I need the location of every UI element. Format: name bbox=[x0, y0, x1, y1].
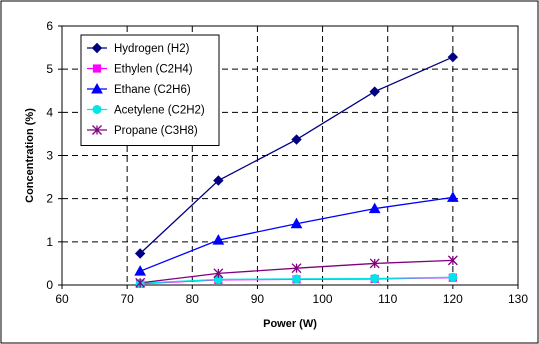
legend: Hydrogen (H2) Ethylen (C2H4) Ethane (C2H6)… bbox=[80, 34, 220, 146]
legend-marker bbox=[91, 82, 103, 94]
data-point-series-2 bbox=[212, 234, 225, 245]
y-tick-label: 0 bbox=[46, 278, 53, 292]
data-point-series-4 bbox=[447, 255, 458, 266]
x-tick-label: 90 bbox=[251, 292, 265, 306]
legend-marker bbox=[92, 64, 102, 73]
legend-item-label: Ethane (C2H6) bbox=[114, 84, 191, 96]
data-point-series-0 bbox=[291, 134, 302, 145]
data-point-series-0 bbox=[447, 51, 459, 63]
x-axis-title: Power (W) bbox=[263, 318, 317, 330]
data-point-series-2 bbox=[290, 217, 303, 229]
x-tick-label: 110 bbox=[378, 292, 397, 306]
legend-item-label: Propane (C3H8) bbox=[114, 125, 198, 137]
data-point-series-3 bbox=[448, 272, 458, 282]
data-point-series-4 bbox=[291, 263, 302, 274]
data-point-series-0 bbox=[369, 86, 380, 97]
legend-marker bbox=[91, 42, 103, 54]
data-point-series-0 bbox=[213, 175, 224, 186]
x-tick-label: 60 bbox=[55, 292, 69, 306]
legend-box bbox=[80, 34, 220, 146]
y-tick-label: 6 bbox=[46, 19, 53, 33]
data-point-series-2 bbox=[368, 202, 381, 214]
data-point-series-2 bbox=[134, 265, 147, 276]
series-group bbox=[134, 51, 459, 288]
y-tick-label: 1 bbox=[46, 235, 53, 249]
data-point-series-3 bbox=[370, 274, 380, 284]
y-axis-title: Concentration (%) bbox=[24, 108, 36, 203]
data-point-series-0 bbox=[134, 248, 146, 259]
y-tick-label: 2 bbox=[46, 192, 53, 206]
x-tick-label: 80 bbox=[186, 292, 200, 306]
legend-marker bbox=[92, 105, 102, 114]
y-tick-label: 3 bbox=[46, 149, 53, 163]
axis-ticks: 60 70 80 90 100 110 120 130 0 1 2 3 4 5 6 bbox=[46, 19, 528, 306]
data-point-series-4 bbox=[213, 268, 224, 279]
legend-item-label: Ethylen (C2H4) bbox=[114, 64, 193, 76]
x-tick-label: 70 bbox=[120, 292, 134, 306]
legend-marker bbox=[92, 125, 102, 135]
x-tick-label: 120 bbox=[443, 292, 463, 306]
y-tick-label: 4 bbox=[46, 105, 53, 119]
data-point-series-4 bbox=[135, 277, 146, 288]
data-point-series-2 bbox=[447, 191, 459, 202]
x-tick-label: 100 bbox=[313, 292, 333, 306]
legend-item-label: Acetylene (C2H2) bbox=[114, 105, 205, 117]
x-tick-label: 130 bbox=[508, 292, 528, 306]
legend-item-label: Hydrogen (H2) bbox=[114, 43, 190, 55]
data-point-series-3 bbox=[292, 274, 302, 284]
data-point-series-4 bbox=[369, 258, 380, 269]
y-tick-label: 5 bbox=[46, 62, 53, 76]
